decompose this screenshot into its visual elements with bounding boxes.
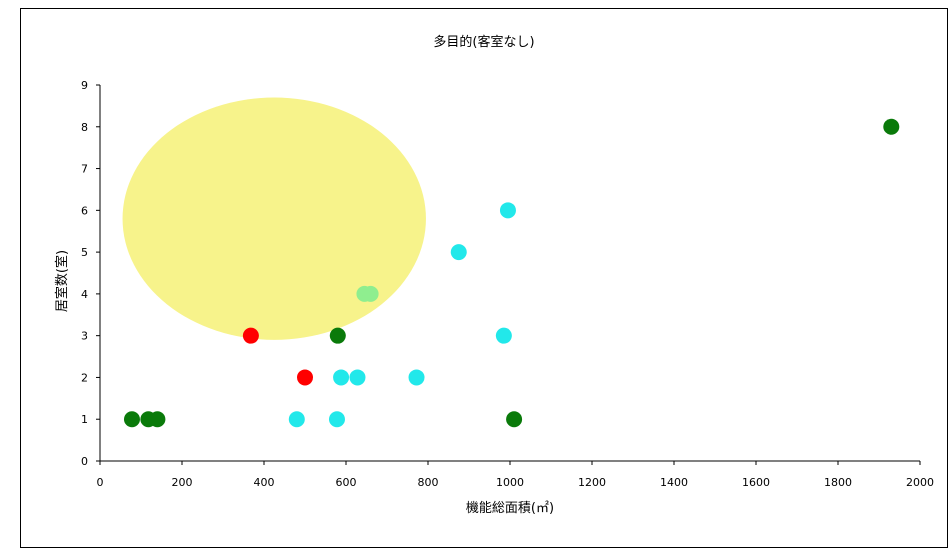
y-tick-label: 2 bbox=[81, 371, 88, 384]
x-axis-label: 機能総面積(㎡) bbox=[466, 501, 554, 516]
y-tick-label: 9 bbox=[81, 79, 88, 92]
y-axis-label: 居室数(室) bbox=[54, 250, 70, 312]
data-point bbox=[123, 411, 140, 428]
data-point bbox=[333, 369, 350, 386]
x-tick-label: 1000 bbox=[496, 476, 524, 489]
x-tick-label: 1800 bbox=[824, 476, 852, 489]
x-tick-label: 1400 bbox=[660, 476, 688, 489]
x-tick-label: 600 bbox=[336, 476, 357, 489]
y-tick-label: 5 bbox=[81, 246, 88, 259]
data-point bbox=[450, 244, 467, 261]
x-tick-label: 0 bbox=[97, 476, 104, 489]
y-tick-label: 7 bbox=[81, 163, 88, 176]
y-tick-label: 8 bbox=[81, 121, 88, 134]
x-tick-label: 800 bbox=[418, 476, 439, 489]
y-tick-label: 3 bbox=[81, 330, 88, 343]
highlight-ellipse bbox=[122, 97, 426, 340]
data-point bbox=[495, 327, 512, 344]
data-point bbox=[499, 202, 516, 219]
chart-title: 多目的(客室なし) bbox=[433, 35, 535, 50]
data-point bbox=[328, 411, 345, 428]
data-point bbox=[349, 369, 366, 386]
y-tick-label: 1 bbox=[81, 413, 88, 426]
data-point bbox=[362, 285, 379, 302]
y-tick-label: 6 bbox=[81, 204, 88, 217]
y-tick-label: 4 bbox=[81, 288, 88, 301]
y-tick-label: 0 bbox=[81, 455, 88, 468]
data-point bbox=[329, 327, 346, 344]
data-point bbox=[242, 327, 259, 344]
data-point bbox=[506, 411, 523, 428]
data-point bbox=[297, 369, 313, 386]
x-tick-label: 400 bbox=[254, 476, 275, 489]
data-point bbox=[883, 118, 900, 135]
data-point bbox=[408, 369, 425, 386]
x-tick-label: 200 bbox=[172, 476, 193, 489]
data-point bbox=[149, 411, 166, 428]
x-tick-label: 1600 bbox=[742, 476, 770, 489]
x-tick-label: 1200 bbox=[578, 476, 606, 489]
data-point bbox=[288, 411, 305, 428]
x-tick-label: 2000 bbox=[906, 476, 934, 489]
